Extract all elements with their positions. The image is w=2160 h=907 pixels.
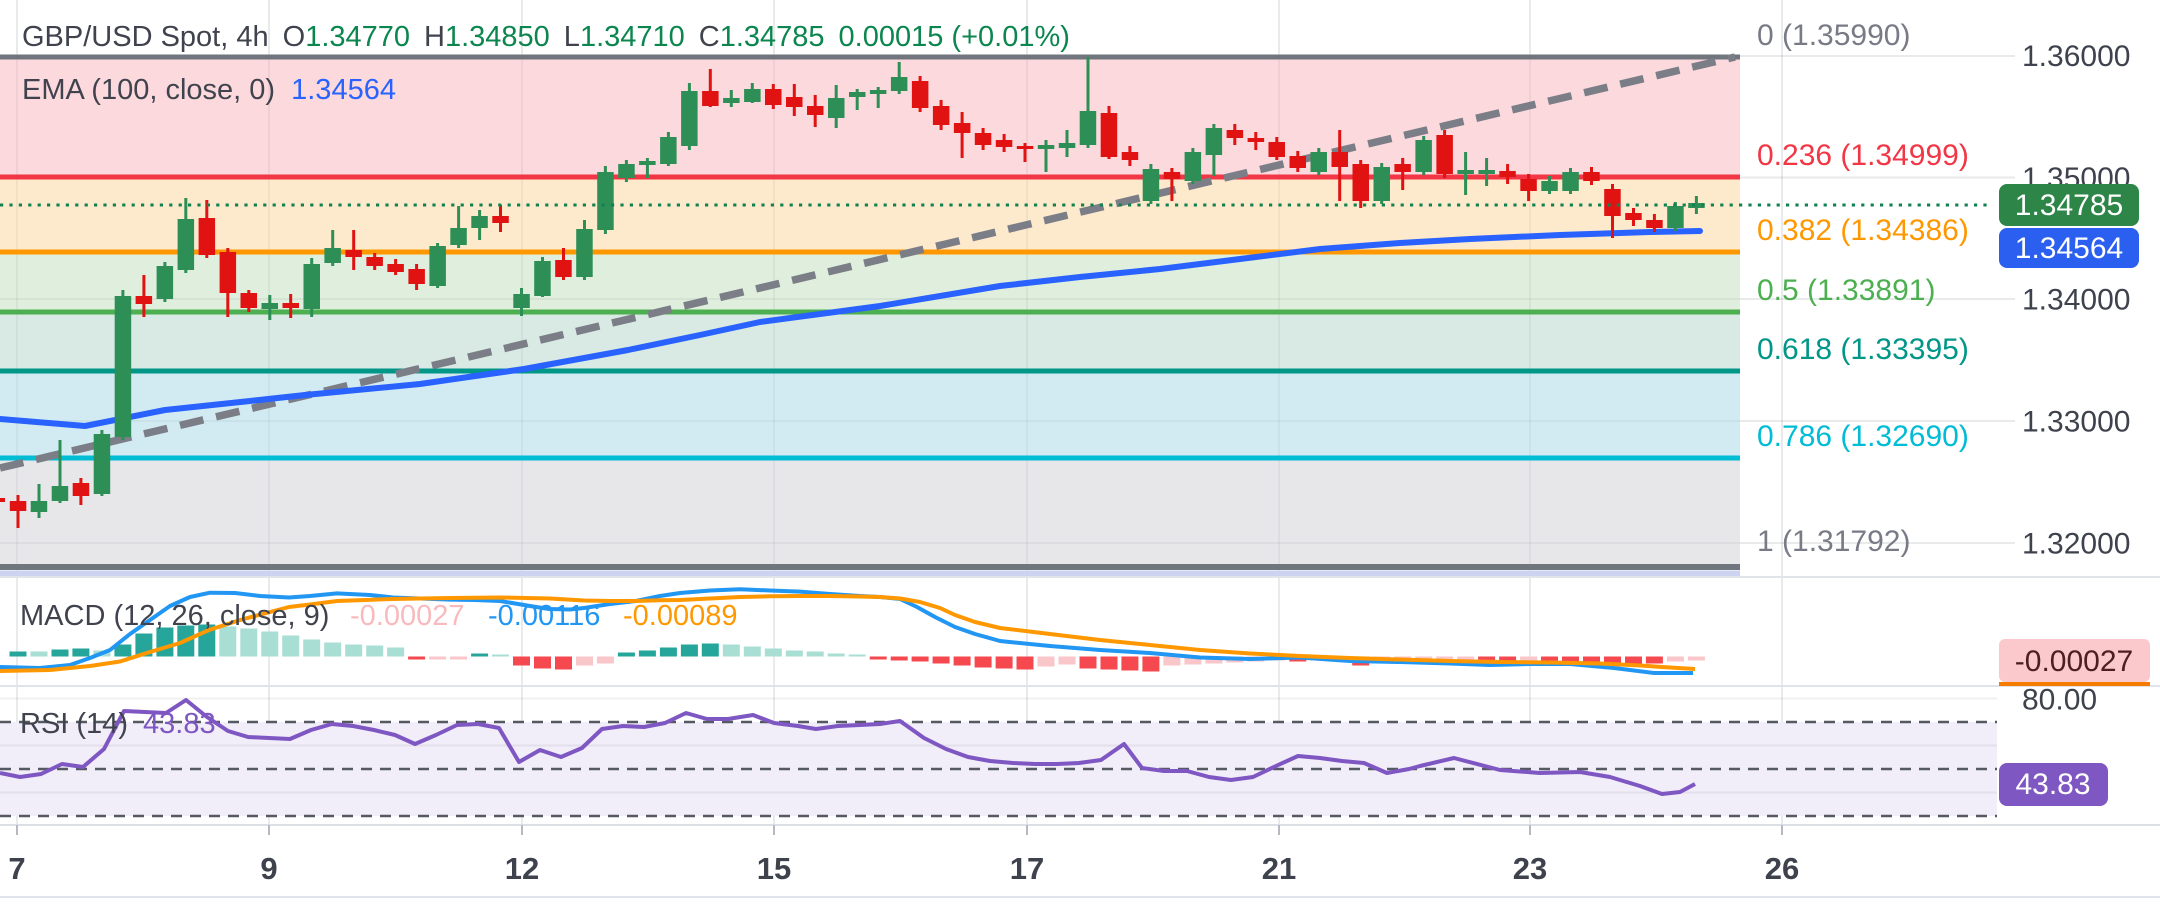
svg-text:80.00: 80.00 [2022,684,2097,717]
svg-text:0.786 (1.32690): 0.786 (1.32690) [1757,420,1969,453]
svg-text:0 (1.35990): 0 (1.35990) [1757,19,1910,52]
svg-text:21: 21 [1262,851,1296,886]
svg-text:MACD (12, 26, close, 9): MACD (12, 26, close, 9) [20,600,329,632]
svg-text:15: 15 [757,851,791,886]
svg-text:43.83: 43.83 [143,708,216,740]
svg-text:9: 9 [260,851,277,886]
svg-text:1.32000: 1.32000 [2022,528,2130,561]
svg-text:0.5 (1.33891): 0.5 (1.33891) [1757,274,1935,307]
svg-text:43.83: 43.83 [2015,768,2090,801]
svg-text:7: 7 [8,851,25,886]
svg-text:RSI (14): RSI (14) [20,708,128,740]
svg-text:26: 26 [1765,851,1799,886]
svg-text:1.33000: 1.33000 [2022,406,2130,439]
svg-text:1.34564: 1.34564 [2015,232,2123,265]
svg-text:0.236 (1.34999): 0.236 (1.34999) [1757,139,1969,172]
svg-text:-0.00027: -0.00027 [350,600,465,632]
svg-text:-0.00027: -0.00027 [2015,645,2133,678]
svg-text:1.36000: 1.36000 [2022,40,2130,73]
svg-text:-0.00089: -0.00089 [623,600,738,632]
svg-text:EMA (100, close, 0) 1.34564: EMA (100, close, 0) 1.34564 [22,74,396,106]
svg-text:0.382 (1.34386): 0.382 (1.34386) [1757,214,1969,247]
svg-text:-0.00116: -0.00116 [488,600,600,632]
svg-text:0.618 (1.33395): 0.618 (1.33395) [1757,333,1969,366]
svg-text:12: 12 [505,851,539,886]
svg-text:17: 17 [1010,851,1044,886]
svg-text:23: 23 [1513,851,1547,886]
svg-text:1 (1.31792): 1 (1.31792) [1757,525,1910,558]
svg-text:1.34785: 1.34785 [2015,189,2123,222]
svg-text:1.34000: 1.34000 [2022,284,2130,317]
